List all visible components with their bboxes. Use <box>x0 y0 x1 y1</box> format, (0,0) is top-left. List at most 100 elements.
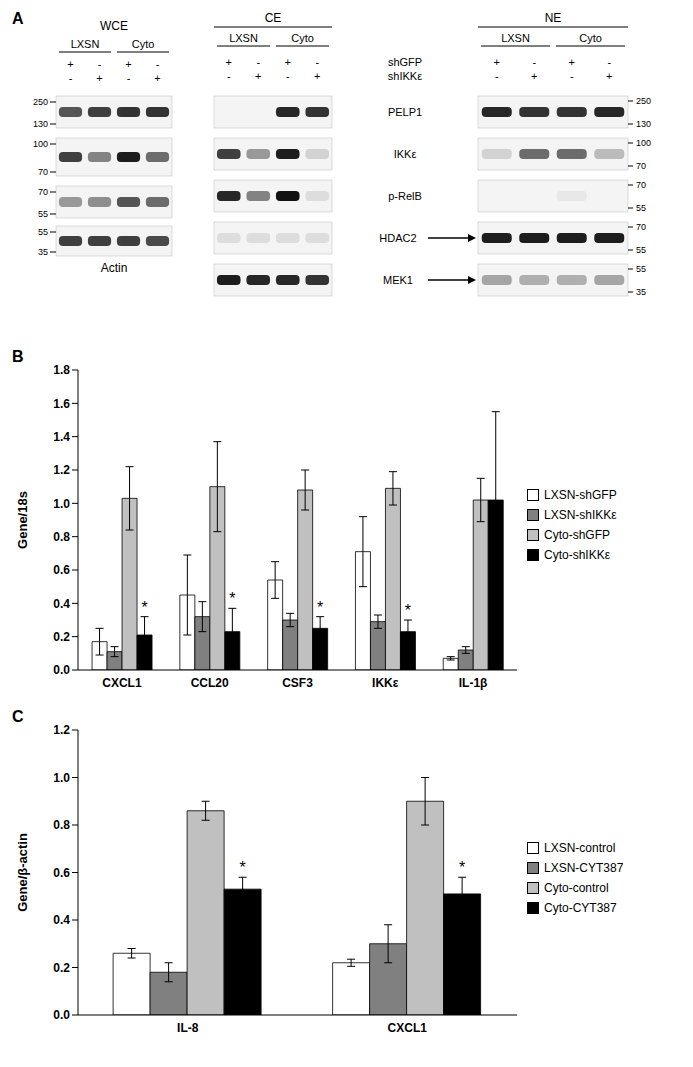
svg-text:*: * <box>405 602 411 619</box>
svg-text:Gene/18s: Gene/18s <box>15 491 30 549</box>
svg-text:0.0: 0.0 <box>53 1008 70 1022</box>
svg-text:0.2: 0.2 <box>53 630 70 644</box>
svg-text:55: 55 <box>38 209 48 219</box>
svg-text:+: + <box>67 58 73 70</box>
svg-text:250: 250 <box>636 96 651 106</box>
html-text:LXSN-control: LXSN-control <box>544 840 616 855</box>
svg-text:+: + <box>125 58 131 70</box>
svg-text:+: + <box>226 56 232 68</box>
svg-text:55: 55 <box>636 203 646 213</box>
svg-text:-: - <box>315 56 319 68</box>
svg-text:PELP1: PELP1 <box>388 106 422 118</box>
svg-text:CE: CE <box>265 11 282 25</box>
svg-text:CXCL1: CXCL1 <box>388 1021 428 1035</box>
svg-text:*: * <box>240 859 246 876</box>
svg-text:-: - <box>286 70 290 82</box>
svg-text:LXSN: LXSN <box>501 32 530 44</box>
svg-text:*: * <box>459 859 465 876</box>
svg-text:MEK1: MEK1 <box>383 274 413 286</box>
svg-text:Gene/β-actin: Gene/β-actin <box>15 833 30 912</box>
svg-text:35: 35 <box>38 247 48 257</box>
html-text:Cyto-control: Cyto-control <box>544 880 609 895</box>
svg-text:HDAC2: HDAC2 <box>379 232 416 244</box>
svg-text:LXSN: LXSN <box>71 38 100 50</box>
svg-text:+: + <box>606 70 612 82</box>
svg-text:35: 35 <box>636 287 646 297</box>
svg-text:250: 250 <box>33 97 48 107</box>
svg-text:0.0: 0.0 <box>53 663 70 677</box>
svg-text:1.4: 1.4 <box>53 430 70 444</box>
svg-text:WCE: WCE <box>100 19 128 33</box>
svg-text:70: 70 <box>636 180 646 190</box>
svg-text:1.2: 1.2 <box>53 463 70 477</box>
svg-text:p-RelB: p-RelB <box>388 190 422 202</box>
svg-text:1.2: 1.2 <box>53 723 70 737</box>
html-text:LXSN-shIKKε: LXSN-shIKKε <box>544 508 617 522</box>
svg-text:A: A <box>12 10 24 27</box>
svg-text:Cyto: Cyto <box>579 32 602 44</box>
svg-text:1.0: 1.0 <box>53 497 70 511</box>
svg-text:+: + <box>285 56 291 68</box>
svg-text:+: + <box>154 72 160 84</box>
svg-text:+: + <box>494 56 500 68</box>
svg-text:1.8: 1.8 <box>53 363 70 377</box>
svg-text:70: 70 <box>38 187 48 197</box>
svg-text:NE: NE <box>545 11 562 25</box>
svg-text:IL-1β: IL-1β <box>459 676 488 690</box>
svg-text:shGFP: shGFP <box>388 56 422 68</box>
svg-text:+: + <box>569 56 575 68</box>
svg-text:+: + <box>255 70 261 82</box>
svg-text:-: - <box>127 72 131 84</box>
svg-text:1.0: 1.0 <box>53 771 70 785</box>
svg-text:1.6: 1.6 <box>53 397 70 411</box>
svg-text:-: - <box>256 56 260 68</box>
svg-text:0.8: 0.8 <box>53 530 70 544</box>
html-text:LXSN-shGFP: LXSN-shGFP <box>544 488 617 502</box>
svg-text:CXCL1: CXCL1 <box>102 676 142 690</box>
svg-text:0.8: 0.8 <box>53 818 70 832</box>
svg-text:-: - <box>98 58 102 70</box>
svg-text:55: 55 <box>636 245 646 255</box>
svg-text:0.4: 0.4 <box>53 913 70 927</box>
svg-text:0.4: 0.4 <box>53 597 70 611</box>
svg-text:130: 130 <box>636 119 651 129</box>
svg-text:0.2: 0.2 <box>53 961 70 975</box>
svg-text:*: * <box>229 590 235 607</box>
html-text:Cyto-shIKKε: Cyto-shIKKε <box>544 548 610 562</box>
svg-text:+: + <box>314 70 320 82</box>
svg-text:0.6: 0.6 <box>53 866 70 880</box>
svg-text:-: - <box>69 72 73 84</box>
svg-text:LXSN: LXSN <box>229 32 258 44</box>
svg-text:*: * <box>141 599 147 616</box>
svg-text:-: - <box>570 70 574 82</box>
svg-text:-: - <box>227 70 231 82</box>
svg-text:Actin: Actin <box>101 261 128 275</box>
svg-text:IKKε: IKKε <box>394 148 417 160</box>
html-text:Cyto-CYT387: Cyto-CYT387 <box>544 900 617 915</box>
svg-text:70: 70 <box>636 161 646 171</box>
svg-text:-: - <box>495 70 499 82</box>
svg-text:130: 130 <box>33 119 48 129</box>
svg-text:+: + <box>96 72 102 84</box>
svg-text:shIKKε: shIKKε <box>388 70 422 82</box>
svg-text:IL-8: IL-8 <box>177 1021 199 1035</box>
svg-text:55: 55 <box>38 227 48 237</box>
svg-text:-: - <box>607 56 611 68</box>
svg-text:Cyto: Cyto <box>132 38 155 50</box>
svg-text:CSF3: CSF3 <box>282 676 313 690</box>
svg-text:0.6: 0.6 <box>53 563 70 577</box>
svg-text:Cyto: Cyto <box>291 32 314 44</box>
svg-text:*: * <box>317 599 323 616</box>
svg-text:100: 100 <box>636 138 651 148</box>
svg-text:70: 70 <box>38 167 48 177</box>
svg-text:100: 100 <box>33 139 48 149</box>
svg-text:-: - <box>156 58 160 70</box>
svg-text:+: + <box>531 70 537 82</box>
svg-text:CCL20: CCL20 <box>191 676 229 690</box>
svg-text:-: - <box>532 56 536 68</box>
html-text:LXSN-CYT387: LXSN-CYT387 <box>544 860 624 875</box>
svg-text:70: 70 <box>636 222 646 232</box>
html-text:Cyto-shGFP: Cyto-shGFP <box>544 528 610 542</box>
svg-text:IKKε: IKKε <box>372 676 399 690</box>
svg-text:55: 55 <box>636 264 646 274</box>
